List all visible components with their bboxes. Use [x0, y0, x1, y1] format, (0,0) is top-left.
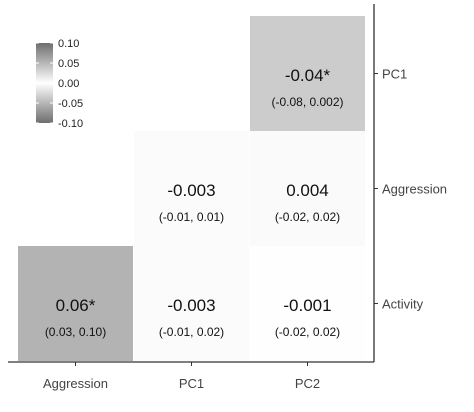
cell-ci-label: (-0.02, 0.02)	[275, 325, 340, 339]
cell-value-label: -0.001	[283, 296, 331, 315]
x-tick-label: PC1	[179, 376, 204, 391]
axes-layer: Aggression PC1 PC2 PC1 Aggression Activity	[8, 4, 447, 391]
legend-tick-label: 0.00	[58, 78, 79, 90]
cell-value-label: 0.004	[286, 181, 329, 200]
legend-tick-label: -0.05	[58, 98, 83, 110]
legend-color-bar	[36, 43, 53, 123]
heatmap-cell	[134, 131, 249, 246]
cell-ci-label: (-0.08, 0.002)	[271, 95, 343, 109]
y-tick-label: Aggression	[382, 182, 447, 197]
color-legend: 0.10 0.05 0.00 -0.05 -0.10	[36, 38, 83, 130]
heatmap-cell	[250, 246, 365, 361]
cell-ci-label: (-0.01, 0.02)	[159, 325, 224, 339]
cell-value-label: -0.003	[167, 296, 215, 315]
cell-ci-label: (-0.01, 0.01)	[159, 210, 224, 224]
cell-value-label: -0.04*	[285, 66, 331, 85]
legend-tick-label: -0.10	[58, 118, 83, 130]
cell-ci-label: (-0.02, 0.02)	[275, 210, 340, 224]
cell-value-label: -0.003	[167, 181, 215, 200]
heatmap-cell	[250, 131, 365, 246]
y-tick-label: Activity	[382, 297, 424, 312]
heatmap-cell	[18, 246, 133, 361]
cell-value-label: 0.06*	[56, 296, 96, 315]
legend-tick-label: 0.10	[58, 38, 79, 50]
heatmap-cell	[134, 246, 249, 361]
cells-layer: -0.04* (-0.08, 0.002) -0.003 (-0.01, 0.01) 0…	[18, 16, 365, 361]
legend-tick-label: 0.05	[58, 58, 79, 70]
cell-ci-label: (0.03, 0.10)	[45, 325, 106, 339]
heatmap-cell	[250, 16, 365, 131]
x-tick-label: Aggression	[43, 376, 108, 391]
y-tick-label: PC1	[382, 67, 407, 82]
x-tick-label: PC2	[295, 376, 320, 391]
